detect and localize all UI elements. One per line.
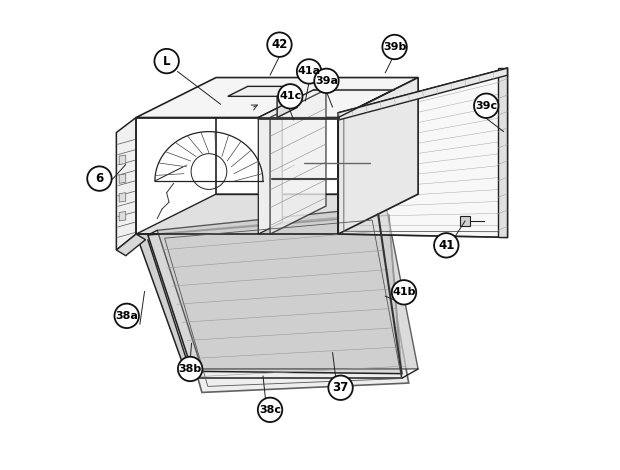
Text: 6: 6 — [95, 172, 104, 185]
Circle shape — [115, 304, 139, 328]
Circle shape — [267, 32, 291, 57]
Polygon shape — [157, 214, 409, 392]
Circle shape — [178, 357, 202, 381]
Circle shape — [329, 376, 353, 400]
Polygon shape — [117, 234, 146, 256]
Polygon shape — [136, 194, 418, 234]
Text: L: L — [163, 55, 170, 68]
Circle shape — [392, 280, 416, 305]
Polygon shape — [119, 193, 126, 202]
Text: 38a: 38a — [115, 311, 138, 321]
Text: 39a: 39a — [315, 76, 338, 86]
Text: 39c: 39c — [475, 101, 497, 111]
Text: 38c: 38c — [259, 405, 281, 415]
Circle shape — [87, 166, 112, 191]
Polygon shape — [338, 68, 507, 120]
Polygon shape — [119, 174, 126, 183]
Polygon shape — [277, 86, 297, 118]
Polygon shape — [461, 216, 470, 226]
Polygon shape — [228, 86, 297, 96]
Circle shape — [314, 69, 339, 93]
Text: 41c: 41c — [279, 91, 301, 102]
Circle shape — [474, 94, 498, 118]
Polygon shape — [270, 89, 326, 234]
Circle shape — [297, 59, 321, 84]
Polygon shape — [157, 206, 418, 369]
Circle shape — [154, 49, 179, 73]
Text: 37: 37 — [332, 381, 348, 394]
Text: 41: 41 — [438, 239, 454, 252]
Text: 41b: 41b — [392, 287, 416, 298]
Text: replacementParts.com: replacementParts.com — [251, 235, 369, 245]
Polygon shape — [119, 212, 126, 221]
Polygon shape — [119, 155, 126, 164]
Polygon shape — [117, 118, 136, 250]
Polygon shape — [136, 78, 418, 118]
Text: 42: 42 — [272, 38, 288, 51]
Text: 38b: 38b — [179, 364, 202, 374]
Polygon shape — [259, 106, 282, 234]
Circle shape — [383, 35, 407, 59]
Polygon shape — [338, 78, 418, 234]
Circle shape — [258, 398, 282, 422]
Circle shape — [434, 233, 459, 258]
Polygon shape — [136, 234, 206, 371]
Polygon shape — [338, 68, 507, 237]
Circle shape — [278, 84, 303, 109]
Text: 41a: 41a — [298, 66, 321, 77]
Polygon shape — [148, 215, 402, 374]
Polygon shape — [498, 68, 507, 237]
Text: 39b: 39b — [383, 42, 406, 52]
